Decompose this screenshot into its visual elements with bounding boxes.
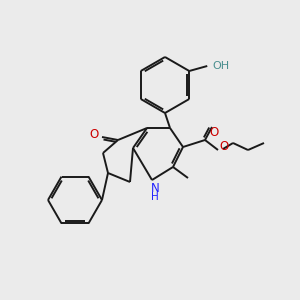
Text: O: O xyxy=(209,125,219,139)
Text: O: O xyxy=(219,140,229,152)
Text: H: H xyxy=(151,192,159,202)
Text: OH: OH xyxy=(213,61,230,71)
Text: O: O xyxy=(89,128,99,140)
Text: N: N xyxy=(151,182,159,196)
